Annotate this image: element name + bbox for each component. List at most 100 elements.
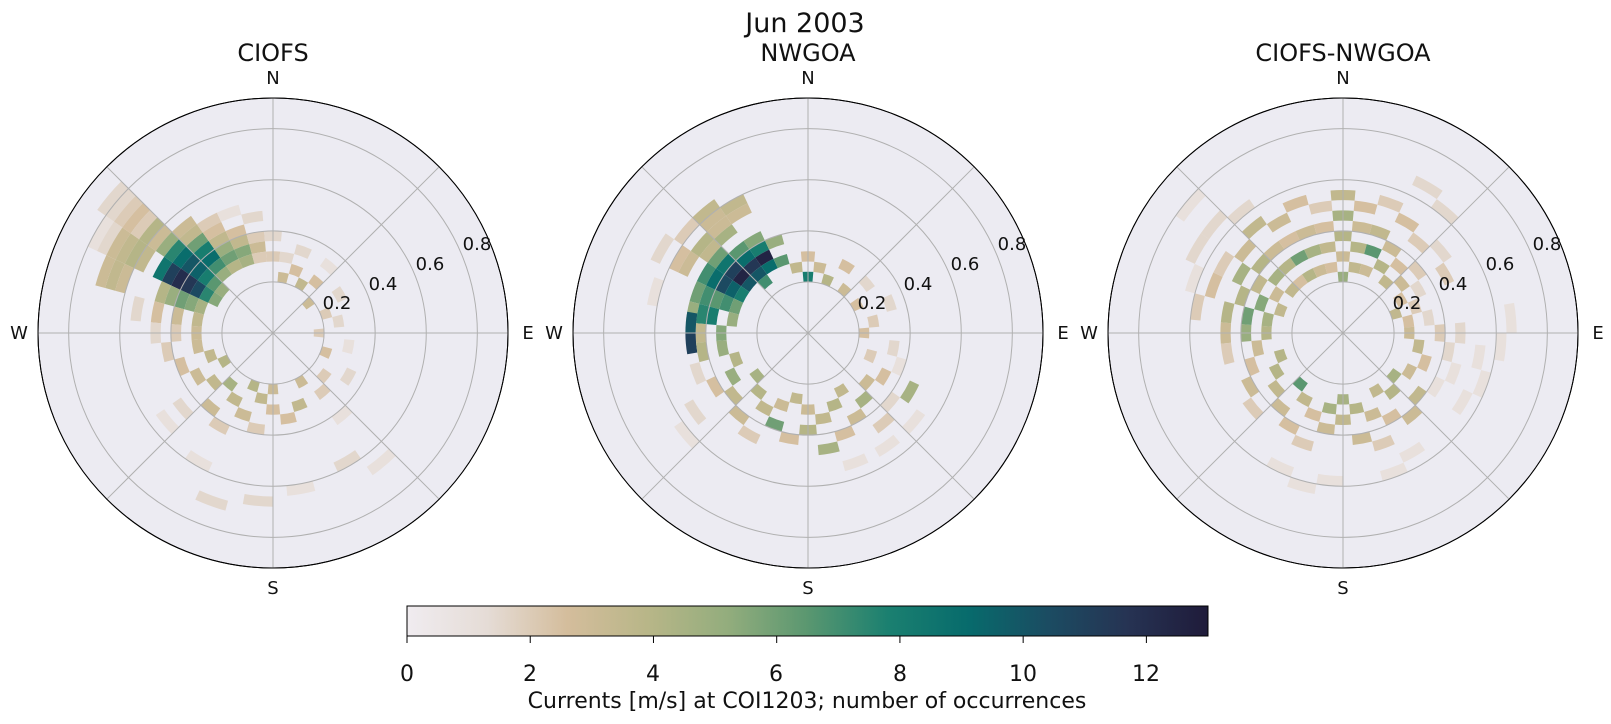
compass-label-north: N bbox=[1336, 68, 1349, 89]
heat-cell bbox=[198, 286, 215, 303]
radial-tick-label: 0.2 bbox=[323, 293, 352, 314]
heat-cell bbox=[1407, 298, 1422, 315]
heat-cell bbox=[333, 450, 361, 472]
heat-cell bbox=[184, 294, 199, 312]
heat-cell bbox=[1441, 341, 1455, 363]
heat-cell bbox=[174, 289, 190, 310]
heat-cell bbox=[1393, 275, 1410, 292]
heat-cell bbox=[1430, 199, 1459, 225]
heat-cell bbox=[1242, 397, 1264, 420]
heat-cell bbox=[720, 194, 748, 216]
heat-cell bbox=[699, 207, 726, 232]
heat-cell bbox=[706, 306, 720, 325]
heat-cell bbox=[174, 356, 190, 377]
radial-tick-labels: 0.2 0.4 0.6 0.8 bbox=[323, 234, 492, 314]
polar-grid bbox=[37, 97, 509, 569]
heat-cell bbox=[234, 407, 252, 422]
heat-cell bbox=[1267, 267, 1286, 287]
compass-label-west: W bbox=[545, 323, 563, 344]
heat-cell bbox=[743, 231, 765, 250]
compass-label-east: E bbox=[522, 323, 533, 344]
heat-cell bbox=[728, 405, 750, 426]
heat-cell bbox=[1472, 370, 1492, 398]
heat-cell bbox=[331, 405, 353, 426]
heat-cell bbox=[1185, 233, 1210, 264]
heat-cell bbox=[226, 258, 243, 275]
heat-cell bbox=[1250, 274, 1268, 295]
heat-cell bbox=[254, 392, 268, 405]
heat-cell bbox=[1266, 456, 1295, 478]
heat-cell bbox=[1231, 262, 1251, 286]
heat-cell bbox=[97, 221, 123, 256]
radial-tick-label: 0.8 bbox=[463, 234, 492, 255]
panel-title: CIOFS bbox=[237, 39, 308, 67]
heat-cell bbox=[789, 261, 803, 274]
heat-cell bbox=[291, 397, 308, 412]
heat-cell bbox=[207, 257, 227, 276]
heat-cell bbox=[900, 380, 920, 404]
radial-tick-label: 0.4 bbox=[1439, 274, 1468, 295]
radial-tick-labels: 0.2 0.4 0.6 0.8 bbox=[858, 234, 1027, 314]
colorbar: 0 2 4 6 8 10 12 Currents [m/s] at COI120… bbox=[400, 605, 1209, 714]
heat-cell bbox=[699, 285, 716, 307]
heat-cell bbox=[1241, 306, 1255, 325]
heat-cell bbox=[1234, 285, 1251, 307]
heat-cell bbox=[1220, 342, 1235, 365]
colorbar-tick-label: 0 bbox=[400, 662, 414, 687]
heat-cell bbox=[1268, 363, 1285, 380]
heat-cell bbox=[1394, 212, 1420, 233]
heat-cell bbox=[1349, 402, 1365, 415]
heat-cell bbox=[778, 431, 800, 445]
heat-cell bbox=[1364, 244, 1382, 259]
heat-cell bbox=[251, 251, 267, 264]
polar-frame bbox=[572, 97, 1044, 569]
heat-cell bbox=[1421, 309, 1435, 326]
heat-cell bbox=[234, 244, 252, 259]
angular-grid-line bbox=[807, 166, 975, 334]
heat-cell bbox=[674, 420, 700, 449]
heat-cell bbox=[1251, 340, 1265, 357]
heat-cell bbox=[735, 249, 756, 268]
heat-cell bbox=[208, 416, 230, 435]
heat-cell bbox=[750, 383, 767, 400]
heat-cell bbox=[729, 351, 744, 368]
polar-panel-ciofs: CIOFS 0.2 0.4 0.6 0.8 N S E W bbox=[10, 39, 534, 599]
heat-cell bbox=[846, 408, 867, 426]
heat-cell bbox=[1372, 434, 1395, 452]
heat-cell bbox=[314, 383, 331, 400]
heat-cell bbox=[130, 210, 158, 240]
heat-cell bbox=[886, 340, 900, 357]
heat-cell bbox=[690, 231, 715, 257]
heat-cell bbox=[1426, 376, 1445, 398]
colorbar-tick-label: 8 bbox=[893, 662, 907, 687]
heat-cell bbox=[1263, 240, 1285, 261]
heat-cell bbox=[715, 274, 733, 295]
heat-cell bbox=[186, 232, 209, 254]
heat-cell bbox=[706, 376, 725, 398]
colorbar-tick-label: 4 bbox=[646, 662, 660, 687]
heat-cell bbox=[706, 215, 732, 240]
heat-cell bbox=[215, 266, 232, 283]
compass-label-west: W bbox=[1080, 323, 1098, 344]
heat-cell bbox=[692, 199, 721, 225]
heat-cell bbox=[709, 289, 725, 310]
heat-cell bbox=[1358, 263, 1374, 278]
heat-cell bbox=[719, 294, 734, 312]
heat-cell bbox=[280, 411, 297, 425]
heat-cell bbox=[1234, 239, 1257, 263]
heat-cell bbox=[279, 251, 295, 264]
heat-cell bbox=[1250, 253, 1271, 275]
heat-cell bbox=[1429, 239, 1452, 263]
heat-cell bbox=[729, 298, 744, 315]
polar-grid bbox=[1107, 97, 1579, 569]
heat-cell bbox=[834, 425, 856, 442]
heat-cell bbox=[689, 281, 707, 304]
heat-cell bbox=[206, 374, 223, 391]
heat-cell bbox=[171, 306, 185, 325]
heat-cell bbox=[206, 275, 223, 292]
heat-cell bbox=[1175, 188, 1206, 222]
heat-cell bbox=[1364, 407, 1382, 422]
heat-cell bbox=[152, 256, 173, 282]
heat-cell bbox=[1401, 363, 1418, 380]
